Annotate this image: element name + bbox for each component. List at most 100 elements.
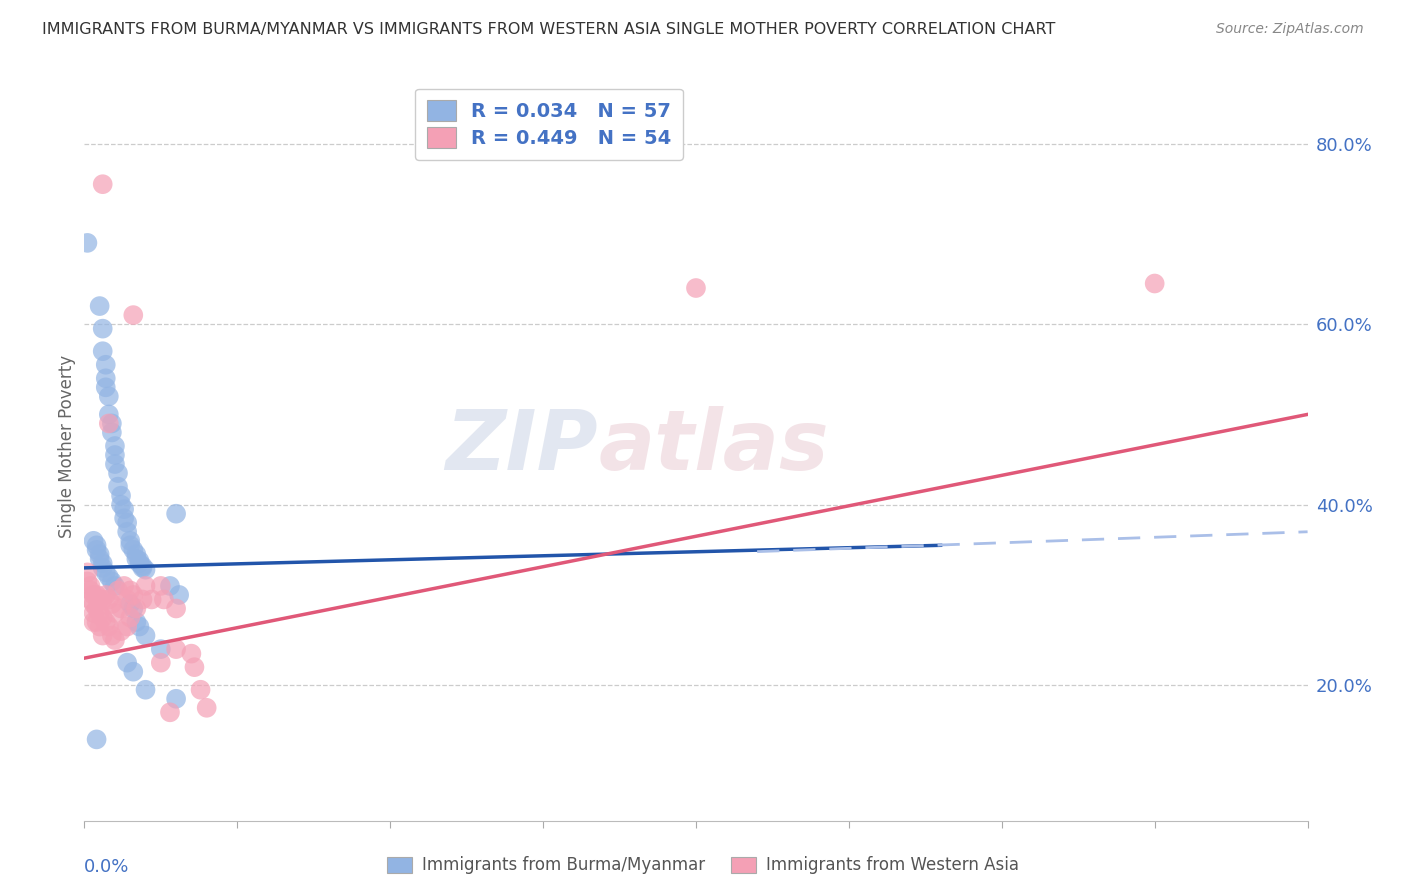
Point [112,579,135,593]
Y-axis label: Single Mother Poverty: Single Mother Poverty [58,354,76,538]
Point [79,579,101,593]
Point [122,308,145,322]
Point [86,732,108,747]
Point [135,579,157,593]
Point [79,592,101,607]
Point [685,281,707,295]
Point [110,489,132,503]
Point [125,552,148,566]
Point [107,466,129,480]
Point [86,615,108,629]
Point [107,583,129,598]
Point [104,439,127,453]
Point [159,579,181,593]
Point [120,610,142,624]
Point [83,615,105,629]
Point [89,606,111,620]
Point [128,554,150,568]
Point [89,619,111,633]
Point [97,389,120,403]
Point [180,647,202,661]
Point [104,606,127,620]
Point [91,557,114,571]
Point [101,629,124,643]
Point [94,566,117,580]
Point [183,660,205,674]
Point [141,592,163,607]
Point [97,592,120,607]
Point [135,563,157,577]
Point [131,592,153,607]
Point [104,579,127,593]
Text: 0.0%: 0.0% [84,858,129,876]
Point [135,682,157,697]
Point [153,592,176,607]
Point [110,601,132,615]
Legend: Immigrants from Burma/Myanmar, Immigrants from Western Asia: Immigrants from Burma/Myanmar, Immigrant… [388,856,1018,874]
Point [120,583,142,598]
Text: ZIP: ZIP [446,406,598,486]
Point [94,588,117,602]
Point [165,601,187,615]
Point [112,502,135,516]
Point [1143,277,1166,291]
Point [83,588,105,602]
Point [97,619,120,633]
Point [101,597,124,611]
Point [101,425,124,440]
Point [101,574,124,589]
Point [122,588,145,602]
Point [94,371,117,385]
Point [104,448,127,462]
Point [76,235,98,250]
Point [125,601,148,615]
Point [131,559,153,574]
Point [94,615,117,629]
Point [94,358,117,372]
Point [122,542,145,557]
Point [122,665,145,679]
Point [97,417,120,431]
Point [104,633,127,648]
Point [83,606,105,620]
Text: IMMIGRANTS FROM BURMA/MYANMAR VS IMMIGRANTS FROM WESTERN ASIA SINGLE MOTHER POVE: IMMIGRANTS FROM BURMA/MYANMAR VS IMMIGRA… [42,22,1056,37]
Point [89,592,111,607]
Point [131,561,153,575]
Point [149,579,172,593]
Point [83,597,105,611]
Point [190,682,212,697]
Point [89,299,111,313]
Point [115,656,138,670]
Point [120,597,142,611]
Point [91,629,114,643]
Point [167,588,190,602]
Point [128,557,150,571]
Point [89,552,111,566]
Point [195,700,218,714]
Point [125,547,148,561]
Point [104,457,127,471]
Text: atlas: atlas [598,406,828,486]
Point [165,507,187,521]
Point [91,344,114,359]
Point [107,480,129,494]
Point [91,592,114,607]
Point [115,524,138,539]
Point [122,601,145,615]
Point [110,498,132,512]
Point [76,566,98,580]
Point [165,691,187,706]
Point [125,615,148,629]
Point [89,547,111,561]
Point [112,511,135,525]
Point [97,408,120,422]
Point [101,417,124,431]
Point [120,538,142,552]
Text: Source: ZipAtlas.com: Source: ZipAtlas.com [1216,22,1364,37]
Point [120,533,142,548]
Point [115,516,138,530]
Point [86,538,108,552]
Point [91,610,114,624]
Point [83,533,105,548]
Point [115,592,138,607]
